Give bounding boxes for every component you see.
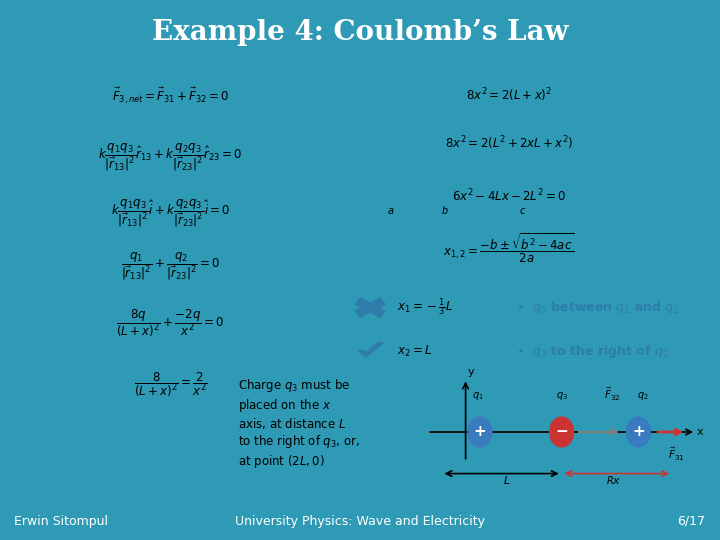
Text: $x_2 = L$: $x_2 = L$ (397, 344, 432, 359)
Text: −: − (555, 424, 568, 440)
Text: $8x^2 = 2(L^2 + 2xL + x^2)$: $8x^2 = 2(L^2 + 2xL + x^2)$ (445, 135, 573, 152)
Text: $\dfrac{8}{(L+x)^2} = \dfrac{2}{x^2}$: $\dfrac{8}{(L+x)^2} = \dfrac{2}{x^2}$ (134, 370, 207, 399)
Polygon shape (355, 298, 385, 317)
Text: $\vec{F}_{32}$: $\vec{F}_{32}$ (604, 386, 620, 403)
Text: x: x (697, 427, 703, 437)
Text: $q_1$: $q_1$ (472, 390, 484, 402)
Text: Example 4: Coulomb’s Law: Example 4: Coulomb’s Law (152, 19, 568, 46)
Text: b: b (441, 206, 448, 217)
Text: $\vec{F}_{3,net} = \vec{F}_{31} + \vec{F}_{32} = 0$: $\vec{F}_{3,net} = \vec{F}_{31} + \vec{F… (112, 85, 229, 106)
Circle shape (626, 417, 650, 447)
Text: $k\dfrac{q_1 q_3}{|\vec{r}_{13}|^2}\hat{r}_{13} + k\dfrac{q_2 q_3}{|\vec{r}_{23}: $k\dfrac{q_1 q_3}{|\vec{r}_{13}|^2}\hat{… (99, 141, 243, 172)
Text: a: a (387, 206, 393, 217)
Text: +: + (632, 424, 645, 440)
Text: University Physics: Wave and Electricity: University Physics: Wave and Electricity (235, 515, 485, 528)
Text: Charge $q_3$ must be
placed on the $x$
axis, at distance $L$
to the right of $q_: Charge $q_3$ must be placed on the $x$ a… (238, 377, 360, 470)
Text: $x_1 = -\frac{1}{3}L$: $x_1 = -\frac{1}{3}L$ (397, 296, 454, 319)
Text: $\vec{F}_{31}$: $\vec{F}_{31}$ (668, 446, 685, 463)
Text: $x_{1,2} = \dfrac{-b \pm \sqrt{b^2 - 4ac}}{2a}$: $x_{1,2} = \dfrac{-b \pm \sqrt{b^2 - 4ac… (444, 232, 575, 265)
Text: $\bullet$  $q_3$ between $q_1$ and $q_2$: $\bullet$ $q_3$ between $q_1$ and $q_2$ (516, 299, 679, 316)
Text: $\bullet$  $q_3$ to the right of $q_2$: $\bullet$ $q_3$ to the right of $q_2$ (516, 343, 669, 360)
Text: $8x^2 = 2(L+x)^2$: $8x^2 = 2(L+x)^2$ (466, 86, 552, 104)
Text: $\dfrac{q_1}{|\vec{r}_{13}|^2} + \dfrac{q_2}{|\vec{r}_{23}|^2} = 0$: $\dfrac{q_1}{|\vec{r}_{13}|^2} + \dfrac{… (121, 250, 220, 282)
Text: $q_2$: $q_2$ (637, 390, 649, 402)
Text: 6/17: 6/17 (678, 515, 706, 528)
Text: c: c (520, 206, 525, 217)
Polygon shape (355, 298, 385, 317)
Circle shape (468, 417, 492, 447)
Text: $L$: $L$ (503, 474, 510, 487)
Polygon shape (359, 343, 384, 357)
Text: $q_3$: $q_3$ (556, 390, 567, 402)
Text: $6x^2 - 4Lx - 2L^2 = 0$: $6x^2 - 4Lx - 2L^2 = 0$ (452, 188, 566, 204)
Text: Erwin Sitompul: Erwin Sitompul (14, 515, 109, 528)
Text: $k\dfrac{q_1 q_3}{|\vec{r}_{13}|^2}\hat{i} + k\dfrac{q_2 q_3}{|\vec{r}_{23}|^2}\: $k\dfrac{q_1 q_3}{|\vec{r}_{13}|^2}\hat{… (111, 198, 230, 230)
Text: y: y (468, 367, 474, 377)
Text: +: + (474, 424, 487, 440)
Text: $\dfrac{8q}{(L+x)^2} + \dfrac{-2q}{x^2} = 0$: $\dfrac{8q}{(L+x)^2} + \dfrac{-2q}{x^2} … (117, 307, 225, 339)
Text: $R$: $R$ (606, 474, 613, 487)
Text: $x$: $x$ (612, 476, 621, 487)
Circle shape (549, 417, 574, 447)
